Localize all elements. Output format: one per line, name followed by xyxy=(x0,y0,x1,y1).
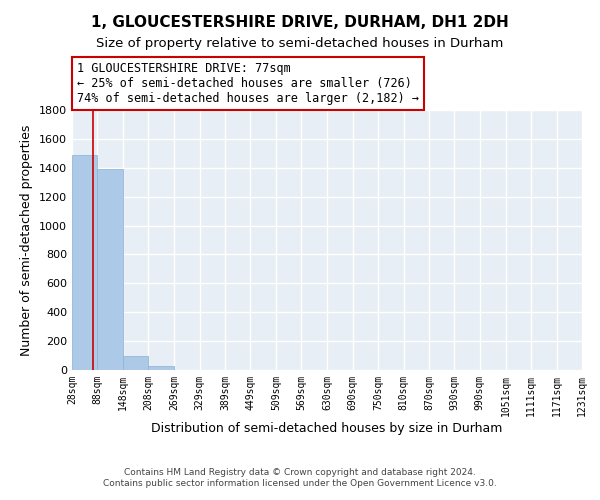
Bar xyxy=(148,366,174,370)
X-axis label: Distribution of semi-detached houses by size in Durham: Distribution of semi-detached houses by … xyxy=(151,422,503,434)
Text: Contains HM Land Registry data © Crown copyright and database right 2024.
Contai: Contains HM Land Registry data © Crown c… xyxy=(103,468,497,487)
Bar xyxy=(97,169,123,370)
Text: 1 GLOUCESTERSHIRE DRIVE: 77sqm
← 25% of semi-detached houses are smaller (726)
7: 1 GLOUCESTERSHIRE DRIVE: 77sqm ← 25% of … xyxy=(77,62,419,105)
Text: 1, GLOUCESTERSHIRE DRIVE, DURHAM, DH1 2DH: 1, GLOUCESTERSHIRE DRIVE, DURHAM, DH1 2D… xyxy=(91,15,509,30)
Y-axis label: Number of semi-detached properties: Number of semi-detached properties xyxy=(20,124,34,356)
Bar xyxy=(72,155,97,370)
Text: Size of property relative to semi-detached houses in Durham: Size of property relative to semi-detach… xyxy=(97,38,503,51)
Bar xyxy=(123,356,148,370)
